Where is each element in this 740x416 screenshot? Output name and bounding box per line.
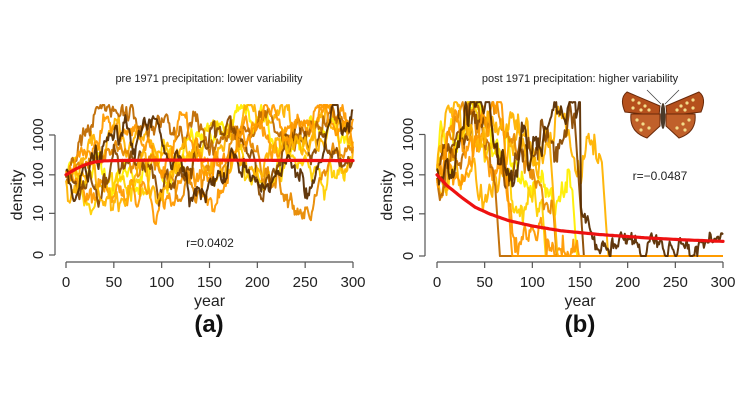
y-tick-label: 0: [30, 251, 47, 259]
wing-spot: [679, 104, 683, 108]
trajectory-line: [65, 104, 354, 208]
trajectory-line: [65, 115, 354, 213]
trajectories: [436, 101, 724, 257]
x-tick-label: 100: [149, 274, 174, 291]
trajectory-line: [65, 115, 354, 208]
wing-spot: [635, 118, 639, 122]
x-tick-label: 0: [433, 274, 441, 291]
wing-spot: [675, 126, 679, 130]
wing-spot: [683, 128, 687, 132]
wing-spot: [647, 108, 651, 112]
panel-a: 0 10 100 1000 0 50 100 150 200 250 300 pre 1971 pre…: [9, 73, 366, 338]
x-tick-label: 50: [476, 274, 493, 291]
butterfly-body: [660, 103, 666, 129]
forewing-left: [621, 91, 661, 117]
panel-label: (b): [565, 311, 596, 338]
wing-spot: [687, 118, 691, 122]
correlation-annotation: r=−0.0487: [633, 169, 688, 183]
x-tick-label: 250: [663, 274, 688, 291]
x-tick-label: 0: [62, 274, 70, 291]
antenna-right: [664, 89, 680, 105]
wing-spot: [685, 101, 689, 105]
x-tick-label: 150: [567, 274, 592, 291]
wing-spot: [639, 128, 643, 132]
y-axis-title: density: [9, 170, 26, 221]
y-tick-label: 10: [400, 205, 417, 222]
forewing-right: [665, 91, 705, 117]
mean-line: [435, 173, 725, 243]
wing-spot: [631, 98, 635, 102]
hindwing-right: [665, 113, 696, 139]
butterfly-icon: [621, 89, 705, 139]
antenna-left: [646, 89, 662, 105]
x-tick-label: 200: [615, 274, 640, 291]
wing-spot: [647, 126, 651, 130]
panel-b: 0 10 100 1000 0 50 100 150 200 250 300 post 1971 pr…: [379, 73, 736, 338]
x-axis-title: year: [564, 293, 596, 310]
x-axis-title: year: [194, 293, 226, 310]
trajectories: [65, 104, 354, 225]
wing-spot: [675, 108, 679, 112]
x-tick-label: 300: [340, 274, 365, 291]
wing-spot: [681, 122, 685, 126]
y-tick-label: 1000: [30, 118, 47, 151]
y-tick-label: 100: [30, 162, 47, 187]
wing-spot: [639, 108, 643, 112]
plot-title: post 1971 precipitation: higher variabil…: [482, 73, 679, 85]
x-tick-label: 100: [520, 274, 545, 291]
trajectory-line: [65, 104, 354, 225]
wing-spot: [691, 106, 695, 110]
wing-spot: [683, 108, 687, 112]
wing-spot: [631, 106, 635, 110]
wing-spot: [643, 104, 647, 108]
wing-spot: [691, 98, 695, 102]
x-tick-label: 300: [710, 274, 735, 291]
y-axis-title: density: [379, 170, 396, 221]
trajectory-line: [65, 119, 354, 216]
hindwing-left: [630, 113, 661, 139]
x-tick-label: 50: [105, 274, 122, 291]
y-tick-label: 100: [400, 162, 417, 187]
x-tick-label: 250: [293, 274, 318, 291]
correlation-annotation: r=0.0402: [186, 236, 234, 250]
panel-label: (a): [194, 311, 223, 338]
x-tick-label: 200: [245, 274, 270, 291]
wing-spot: [641, 122, 645, 126]
trajectory-line: [436, 101, 724, 257]
y-tick-label: 0: [400, 252, 417, 260]
y-tick-label: 10: [30, 205, 47, 222]
plot-title: pre 1971 precipitation: lower variabilit…: [115, 73, 303, 85]
wing-spot: [637, 101, 641, 105]
y-tick-label: 1000: [400, 118, 417, 151]
x-tick-label: 150: [197, 274, 222, 291]
mean-line: [64, 158, 355, 177]
